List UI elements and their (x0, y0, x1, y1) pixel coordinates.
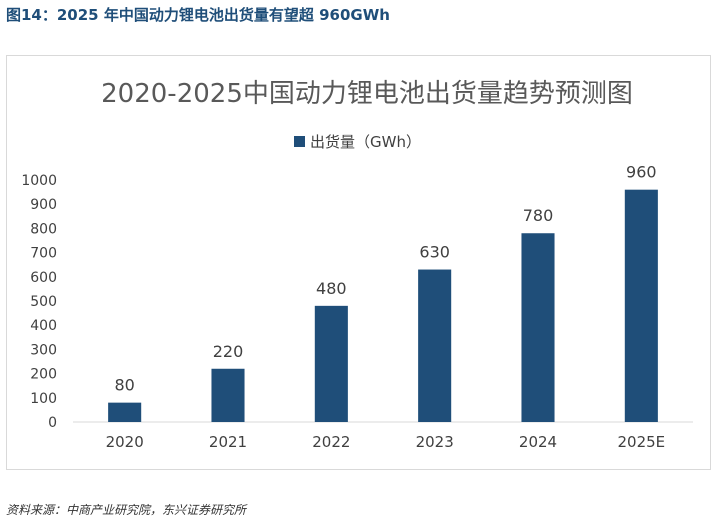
data-label: 480 (316, 279, 347, 298)
x-tick-label: 2021 (209, 433, 247, 451)
x-tick-label: 2024 (519, 433, 557, 451)
y-axis: 0 100 200 300 400 500 600 700 800 900 1000 (21, 173, 57, 431)
legend-label: 出货量（GWh） (310, 133, 421, 151)
legend-swatch (294, 136, 305, 147)
x-tick-label: 2020 (106, 433, 144, 451)
data-label: 220 (213, 342, 244, 361)
bar-2022 (314, 305, 348, 422)
bar-2025E (624, 189, 658, 422)
source-note: 资料来源：中商产业研究院，东兴证券研究所 (6, 503, 247, 517)
x-tick-label: 2025E (618, 433, 666, 451)
chart-container: 2020-2025中国动力锂电池出货量趋势预测图 出货量（GWh） 0 100 20… (6, 55, 711, 470)
x-axis: 2020 2021 2022 2023 2024 2025E (106, 433, 666, 451)
y-tick-label: 600 (30, 270, 57, 286)
bar-2021 (211, 368, 245, 422)
y-tick-label: 900 (30, 197, 57, 213)
bar-2024 (521, 233, 555, 422)
y-tick-label: 200 (30, 367, 57, 383)
y-tick-label: 100 (30, 391, 57, 407)
bars: 80 220 480 630 780 960 (108, 163, 658, 422)
data-label: 780 (523, 206, 554, 225)
x-tick-label: 2023 (416, 433, 454, 451)
y-tick-label: 700 (30, 246, 57, 262)
data-label: 960 (626, 163, 657, 182)
y-tick-label: 0 (48, 415, 57, 431)
y-tick-label: 500 (30, 294, 57, 310)
y-tick-label: 300 (30, 342, 57, 358)
data-label: 630 (419, 243, 450, 262)
bar-2023 (418, 269, 452, 422)
y-tick-label: 1000 (21, 173, 57, 189)
data-label: 80 (114, 376, 134, 395)
figure-caption: 图14：2025 年中国动力锂电池出货量有望超 960GWh (6, 6, 390, 24)
legend: 出货量（GWh） (294, 133, 421, 151)
chart-title: 2020-2025中国动力锂电池出货量趋势预测图 (101, 79, 633, 109)
y-tick-label: 800 (30, 221, 57, 237)
bar-2020 (108, 402, 142, 422)
bar-chart: 2020-2025中国动力锂电池出货量趋势预测图 出货量（GWh） 0 100 20… (21, 79, 693, 451)
y-tick-label: 400 (30, 318, 57, 334)
x-tick-label: 2022 (312, 433, 350, 451)
